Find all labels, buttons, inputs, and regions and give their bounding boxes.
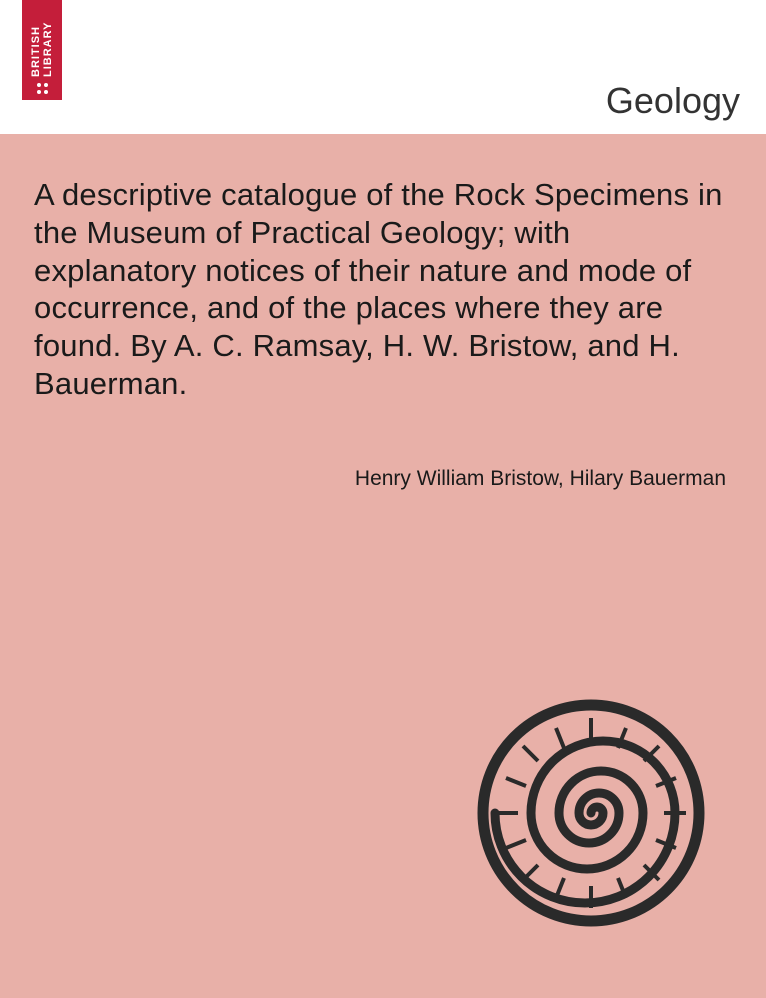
ammonite-icon — [476, 698, 706, 928]
category-label: Geology — [606, 80, 740, 122]
book-authors: Henry William Bristow, Hilary Bauerman — [34, 467, 732, 491]
top-strip: BRITISH LIBRARY Geology — [0, 0, 766, 134]
book-title: A descriptive catalogue of the Rock Spec… — [34, 176, 732, 403]
logo-dots — [37, 83, 48, 94]
main-panel: A descriptive catalogue of the Rock Spec… — [0, 134, 766, 998]
british-library-logo: BRITISH LIBRARY — [22, 0, 62, 100]
logo-text: BRITISH LIBRARY — [30, 6, 54, 77]
